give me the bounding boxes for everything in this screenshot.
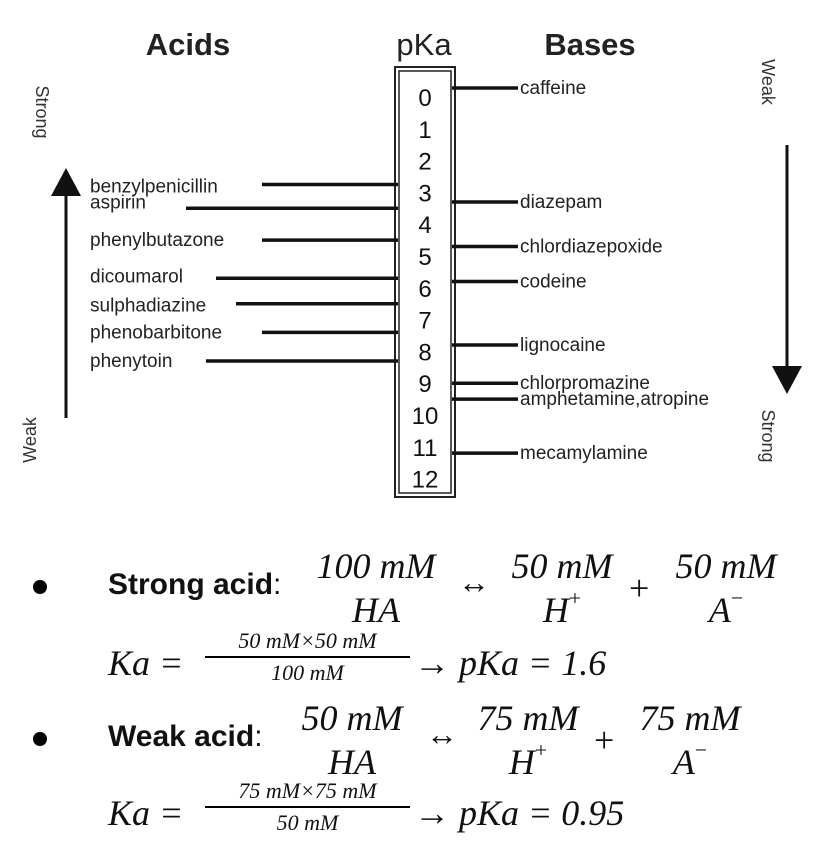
- pka-tick-4: 4: [418, 212, 431, 239]
- base-label-6: amphetamine,atropine: [520, 389, 709, 410]
- acids-header: Acids: [146, 27, 230, 62]
- weak-reactant-amount: 50 mM: [301, 698, 403, 738]
- strong-reactant-species: HA: [352, 590, 400, 630]
- right-bottom-label: Strong: [758, 409, 778, 462]
- strong-ka-denominator: 100 mM: [271, 660, 344, 685]
- weak-ka-numerator: 75 mM×75 mM: [238, 778, 377, 803]
- strong-frac-proton: 50 mM H+: [500, 548, 624, 628]
- weak-proton-amount: 75 mM: [477, 698, 579, 738]
- strong-anion-amount: 50 mM: [675, 546, 777, 586]
- strong-anion-species: A−: [708, 585, 744, 630]
- acid-label-2: phenylbutazone: [90, 230, 224, 251]
- weak-plus: +: [594, 720, 615, 760]
- pka-tick-11: 11: [413, 435, 438, 462]
- base-label-2: chlordiazepoxide: [520, 236, 663, 257]
- pka-scale-box-inner: [398, 70, 452, 494]
- weak-frac-proton: 75 mM H+: [466, 700, 590, 780]
- strong-arrow: ↔: [458, 564, 490, 600]
- weak-frac-anion: 75 mM A−: [628, 700, 752, 780]
- pka-tick-7: 7: [418, 308, 431, 335]
- acid-label-4: sulphadiazine: [90, 296, 206, 317]
- weak-proton-species: H+: [508, 737, 548, 782]
- weak-reactant-species: HA: [328, 742, 376, 782]
- base-label-5: chlorpromazine: [520, 373, 650, 394]
- weak-ka-fraction: 75 mM×75 mM 50 mM: [205, 780, 410, 834]
- strong-pka-result: → pKa = 1.6: [414, 643, 607, 683]
- weak-anion-species: A−: [672, 737, 708, 782]
- acid-label-3: dicoumarol: [90, 266, 183, 287]
- weak-frac-reactant: 50 mM HA: [290, 700, 414, 780]
- base-list: caffeine diazepam chlordiazepoxide codeine l…: [452, 78, 709, 464]
- acid-strength-arrow-head: [51, 168, 81, 196]
- acid-label-0: benzylpenicillin: [90, 176, 218, 197]
- left-bottom-label: Weak: [20, 416, 40, 463]
- base-label-4: lignocaine: [520, 335, 606, 356]
- pka-tick-9: 9: [418, 371, 431, 398]
- pka-tick-3: 3: [418, 180, 431, 207]
- acid-label-5: phenobarbitone: [90, 322, 222, 343]
- left-top-label: Strong: [32, 85, 52, 138]
- weak-acid-label: Weak acid:: [108, 720, 263, 753]
- weak-ka-lhs: Ka =: [108, 793, 184, 833]
- pka-tick-2: 2: [418, 149, 431, 176]
- pka-tick-5: 5: [418, 244, 431, 271]
- pka-tick-0: 0: [418, 85, 431, 112]
- weak-ka-denominator: 50 mM: [276, 810, 339, 835]
- pka-tick-12: 12: [412, 467, 439, 494]
- bullet-weak: [33, 732, 47, 746]
- weak-pka-result: → pKa = 0.95: [414, 793, 625, 833]
- weak-anion-amount: 75 mM: [639, 698, 741, 738]
- strong-plus: +: [629, 568, 650, 608]
- base-label-3: codeine: [520, 271, 587, 292]
- strong-ka-numerator: 50 mM×50 mM: [238, 628, 377, 653]
- strong-proton-amount: 50 mM: [511, 546, 613, 586]
- acid-label-1: aspirin: [90, 192, 146, 213]
- pka-tick-1: 1: [418, 117, 431, 144]
- pka-tick-8: 8: [418, 339, 431, 366]
- acid-label-6: phenytoin: [90, 351, 172, 372]
- right-top-label: Weak: [758, 59, 778, 106]
- weak-arrow: ↔: [426, 716, 458, 752]
- pka-tick-10: 10: [412, 403, 439, 430]
- strong-ka-lhs: Ka =: [108, 643, 184, 683]
- strong-ka-fraction: 50 mM×50 mM 100 mM: [205, 630, 410, 684]
- strong-acid-label: Strong acid:: [108, 568, 282, 601]
- strong-reactant-amount: 100 mM: [316, 546, 436, 586]
- strong-frac-anion: 50 mM A−: [664, 548, 788, 628]
- bullet-strong: [33, 580, 47, 594]
- bases-header: Bases: [544, 27, 635, 62]
- base-label-1: diazepam: [520, 192, 602, 213]
- base-label-0: caffeine: [520, 78, 586, 99]
- strong-frac-reactant: 100 mM HA: [308, 548, 444, 628]
- pka-header: pKa: [396, 27, 452, 62]
- base-label-7: mecamylamine: [520, 443, 648, 464]
- pka-tick-6: 6: [418, 276, 431, 303]
- strong-proton-species: H+: [542, 585, 582, 630]
- base-strength-arrow-head: [772, 366, 802, 394]
